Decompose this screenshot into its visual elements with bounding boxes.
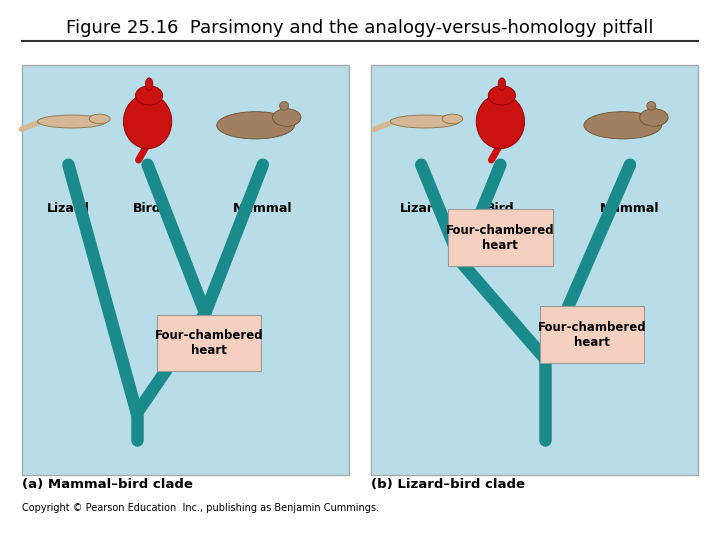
Ellipse shape — [488, 86, 516, 105]
Text: (a) Mammal–bird clade: (a) Mammal–bird clade — [22, 478, 192, 491]
Ellipse shape — [123, 94, 172, 149]
FancyBboxPatch shape — [540, 306, 644, 363]
Ellipse shape — [279, 102, 289, 110]
Ellipse shape — [390, 115, 459, 128]
Text: Bird: Bird — [133, 202, 162, 215]
Ellipse shape — [145, 78, 153, 90]
Ellipse shape — [584, 112, 662, 139]
Ellipse shape — [498, 78, 505, 90]
Text: Four-chambered
heart: Four-chambered heart — [155, 329, 263, 357]
Text: (b) Lizard–bird clade: (b) Lizard–bird clade — [371, 478, 525, 491]
Text: Mammal: Mammal — [233, 202, 292, 215]
Ellipse shape — [272, 109, 301, 126]
FancyBboxPatch shape — [371, 65, 698, 475]
FancyBboxPatch shape — [448, 209, 553, 266]
Ellipse shape — [135, 86, 163, 105]
Text: Mammal: Mammal — [600, 202, 660, 215]
FancyBboxPatch shape — [156, 314, 261, 372]
Text: Figure 25.16  Parsimony and the analogy-versus-homology pitfall: Figure 25.16 Parsimony and the analogy-v… — [66, 19, 654, 37]
Text: Lizard: Lizard — [400, 202, 443, 215]
Text: Bird: Bird — [486, 202, 515, 215]
Ellipse shape — [37, 115, 107, 128]
Text: Four-chambered
heart: Four-chambered heart — [538, 321, 647, 349]
Ellipse shape — [442, 114, 463, 124]
Ellipse shape — [476, 94, 525, 149]
FancyBboxPatch shape — [22, 65, 349, 475]
Ellipse shape — [639, 109, 668, 126]
Ellipse shape — [89, 114, 110, 124]
Text: Four-chambered
heart: Four-chambered heart — [446, 224, 554, 252]
Text: Copyright © Pearson Education  Inc., publishing as Benjamin Cummings.: Copyright © Pearson Education Inc., publ… — [22, 503, 379, 514]
Text: Lizard: Lizard — [47, 202, 90, 215]
Ellipse shape — [217, 112, 294, 139]
Ellipse shape — [647, 102, 656, 110]
